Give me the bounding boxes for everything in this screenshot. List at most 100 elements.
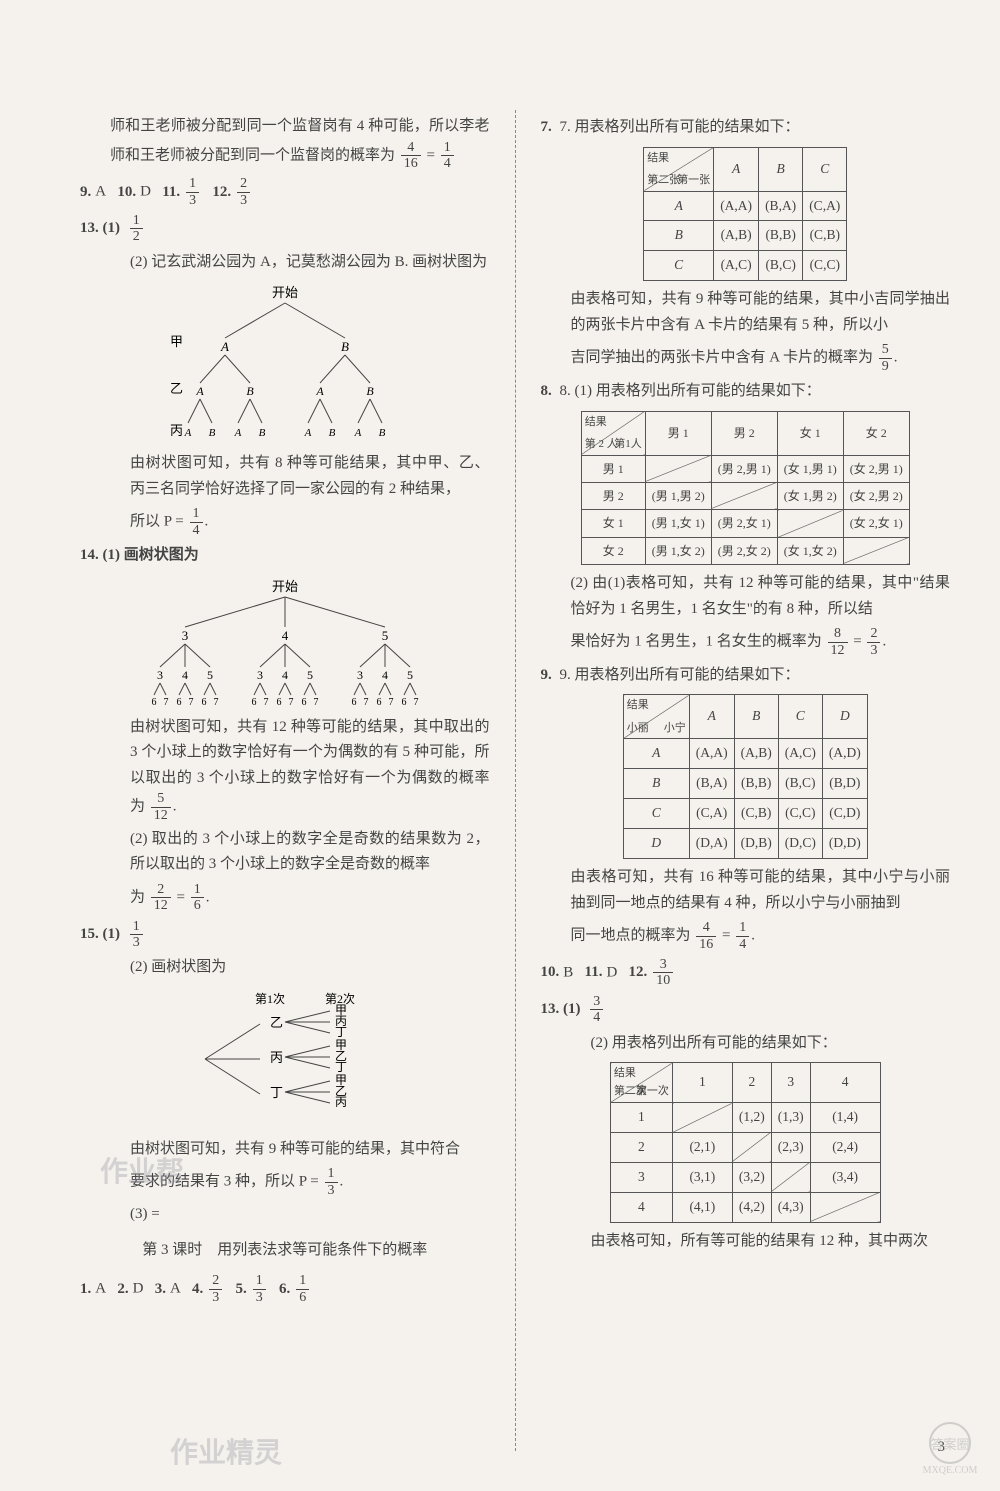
q14-conclusion: 由树状图可知，共有 12 种等可能的结果，其中取出的 3 个小球上的数字恰好有一… <box>80 715 490 823</box>
svg-text:3: 3 <box>157 668 163 682</box>
svg-text:4: 4 <box>382 668 388 682</box>
q13-conclusion: 由树状图可知，共有 8 种等可能结果，其中甲、乙、丙三名同学恰好选择了同一家公园… <box>80 451 490 502</box>
svg-text:5: 5 <box>407 668 413 682</box>
q9-conclusion: 由表格可知，共有 16 种等可能的结果，其中小宁与小丽抽到同一地点的结果有 4 … <box>541 865 951 916</box>
q15-3: (3) = <box>80 1202 490 1228</box>
svg-text:3: 3 <box>182 628 189 643</box>
svg-text:丙: 丙 <box>170 423 183 438</box>
tree-diagram-3: 第1次 第2次 乙 丙 丁 甲丙丁 甲乙丁 甲乙丙 <box>175 989 395 1129</box>
svg-text:答案圈: 答案圈 <box>930 1437 969 1452</box>
svg-text:甲: 甲 <box>170 334 183 349</box>
svg-text:B: B <box>366 384 374 398</box>
svg-text:6: 6 <box>401 697 406 707</box>
q14-2b: 为 212 = 16. <box>80 882 490 914</box>
q15-conclusion-b: 要求的结果有 3 种，所以 P = 13. <box>80 1166 490 1198</box>
svg-text:7: 7 <box>263 697 268 707</box>
q7-conclusion: 由表格可知，共有 9 种等可能的结果，其中小吉同学抽出的两张卡片中含有 A 卡片… <box>541 287 951 338</box>
svg-text:丁: 丁 <box>335 1060 347 1074</box>
svg-text:A: A <box>183 427 191 439</box>
svg-text:B: B <box>378 427 385 439</box>
svg-text:A: A <box>353 427 361 439</box>
svg-text:5: 5 <box>307 668 313 682</box>
svg-text:A: A <box>220 339 229 354</box>
table-9: 结果 小宁 小丽 ABCD A(A,A)(A,B)(A,C)(A,D) B(B,… <box>623 694 868 859</box>
tree-diagram-1: 开始 甲 A B 乙 A B A B 丙 A B A B A B <box>145 283 425 443</box>
svg-text:6: 6 <box>276 697 281 707</box>
svg-text:B: B <box>208 427 215 439</box>
table-7: 结果 第一张 第二张 ABC A(A,A)(B,A)(C,A) B(A,B)(B… <box>643 147 847 282</box>
page: 师和王老师被分配到同一个监督岗有 4 种可能，所以李老师和王老师被分配到同一个监… <box>0 0 1000 1491</box>
svg-text:丙: 丙 <box>270 1050 283 1065</box>
right-column: 7. 7. 用表格列出所有可能的结果如下： 结果 第一张 第二张 ABC A(A… <box>541 110 951 1451</box>
q9-result: 同一地点的概率为 416 = 14. <box>541 920 951 952</box>
svg-text:6: 6 <box>376 697 381 707</box>
svg-text:5: 5 <box>207 668 213 682</box>
q14-1: 14. (1) 画树状图为 <box>80 543 490 569</box>
svg-text:开始: 开始 <box>272 285 298 300</box>
svg-text:6: 6 <box>351 697 356 707</box>
q15-2: (2) 画树状图为 <box>80 955 490 981</box>
q7-result: 吉同学抽出的两张卡片中含有 A 卡片的概率为 59. <box>541 342 951 374</box>
answers-9-12: 9.A 10.D 11.13 12.23 <box>80 176 490 208</box>
svg-text:丙: 丙 <box>335 1095 347 1109</box>
svg-text:A: A <box>233 427 241 439</box>
q8: 8. 8. (1) 用表格列出所有可能的结果如下： <box>541 379 951 405</box>
svg-text:7: 7 <box>413 697 418 707</box>
table-13: 结果 第一次 第二次 1234 1(1,2)(1,3)(1,4) 2(2,1)(… <box>610 1062 881 1223</box>
svg-text:3: 3 <box>257 668 263 682</box>
svg-text:丁: 丁 <box>270 1085 283 1100</box>
svg-text:5: 5 <box>382 628 389 643</box>
svg-text:4: 4 <box>282 668 288 682</box>
q9: 9. 9. 用表格列出所有可能的结果如下： <box>541 663 951 689</box>
q13-1: 13. (1) 12 <box>80 213 490 245</box>
svg-text:B: B <box>328 427 335 439</box>
svg-text:MXQE.COM: MXQE.COM <box>923 1465 978 1476</box>
q7: 7. 7. 用表格列出所有可能的结果如下： <box>541 115 951 141</box>
svg-text:7: 7 <box>388 697 393 707</box>
svg-text:7: 7 <box>188 697 193 707</box>
q15-1: 15. (1) 13 <box>80 919 490 951</box>
svg-text:A: A <box>195 384 204 398</box>
svg-text:B: B <box>258 427 265 439</box>
q13-result: 所以 P = 14. <box>80 506 490 538</box>
svg-text:A: A <box>315 384 324 398</box>
answers-10-12: 10.B 11.D 12.310 <box>541 957 951 989</box>
svg-text:A: A <box>303 427 311 439</box>
svg-text:B: B <box>341 339 349 354</box>
svg-text:7: 7 <box>163 697 168 707</box>
svg-text:7: 7 <box>363 697 368 707</box>
svg-text:6: 6 <box>176 697 181 707</box>
svg-text:4: 4 <box>282 628 289 643</box>
corner-logo: 答案圈 MXQE.COM <box>905 1421 995 1486</box>
q8-result: 果恰好为 1 名男生，1 名女生的概率为 812 = 23. <box>541 626 951 658</box>
svg-text:3: 3 <box>357 668 363 682</box>
svg-text:7: 7 <box>313 697 318 707</box>
answers-1-6: 1.A 2.D 3.A 4.23 5.13 6.16 <box>80 1273 490 1305</box>
svg-text:开始: 开始 <box>272 579 298 594</box>
q-prev-cont: 师和王老师被分配到同一个监督岗有 4 种可能，所以李老师和王老师被分配到同一个监… <box>80 114 490 171</box>
column-divider <box>515 110 516 1451</box>
svg-text:第1次: 第1次 <box>255 992 285 1006</box>
q13r-2: (2) 用表格列出所有可能的结果如下： <box>541 1031 951 1057</box>
svg-text:乙: 乙 <box>270 1015 283 1030</box>
q8-conclusion: (2) 由(1)表格可知，共有 12 种等可能的结果，其中"结果恰好为 1 名男… <box>541 571 951 622</box>
q14-2: (2) 取出的 3 个小球上的数字全是奇数的结果数为 2，所以取出的 3 个小球… <box>80 827 490 878</box>
q13-2: (2) 记玄武湖公园为 A，记莫愁湖公园为 B. 画树状图为 <box>80 250 490 276</box>
svg-text:7: 7 <box>213 697 218 707</box>
section-3-title: 第 3 课时 用列表法求等可能条件下的概率 <box>80 1238 490 1264</box>
svg-text:4: 4 <box>182 668 188 682</box>
table-8: 结果 第1人 第 2 人 男 1男 2女 1女 2 男 1(男 2,男 1)(女… <box>581 411 910 566</box>
q13r-conclusion: 由表格可知，所有等可能的结果有 12 种，其中两次 <box>541 1229 951 1255</box>
svg-text:7: 7 <box>288 697 293 707</box>
svg-text:乙: 乙 <box>170 381 183 396</box>
svg-text:6: 6 <box>151 697 156 707</box>
svg-text:6: 6 <box>201 697 206 707</box>
q15-conclusion-a: 由树状图可知，共有 9 种等可能的结果，其中符合 <box>80 1137 490 1163</box>
svg-text:B: B <box>246 384 254 398</box>
q13r-1: 13. (1) 34 <box>541 994 951 1026</box>
tree-diagram-2: 开始 3 4 5 3 4 5 3 4 5 3 4 5 <box>115 577 455 707</box>
svg-text:6: 6 <box>301 697 306 707</box>
svg-text:丁: 丁 <box>335 1025 347 1039</box>
svg-text:6: 6 <box>251 697 256 707</box>
left-column: 师和王老师被分配到同一个监督岗有 4 种可能，所以李老师和王老师被分配到同一个监… <box>80 110 490 1451</box>
